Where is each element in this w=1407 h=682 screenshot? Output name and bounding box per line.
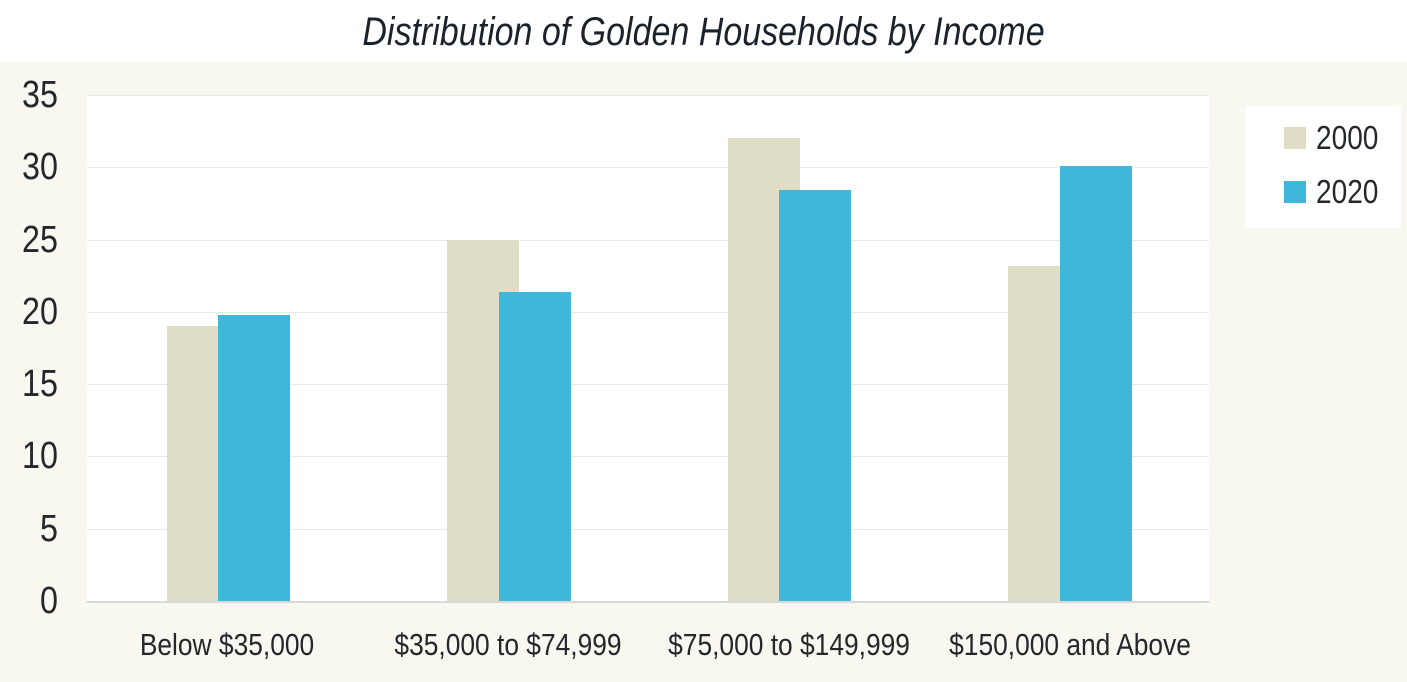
y-tick-label-35: 35 <box>22 74 58 116</box>
y-tick-label-25: 25 <box>22 218 58 261</box>
legend-label-2000: 2000 <box>1315 119 1378 156</box>
y-tick-label-0: 0 <box>40 580 58 622</box>
x-category-label-1: Below $35,000 <box>140 627 315 662</box>
legend-item-2000: 2000 <box>1283 119 1389 156</box>
y-tick-label-30: 30 <box>22 146 58 189</box>
gridline-10 <box>87 456 1209 457</box>
legend-item-2020: 2020 <box>1283 173 1389 210</box>
bar-2020-category-1 <box>218 314 291 601</box>
y-tick-label-10: 10 <box>22 435 58 478</box>
y-tick-label-20: 20 <box>22 290 58 333</box>
legend-label-2020: 2020 <box>1315 173 1378 210</box>
legend: 2000 2020 <box>1245 106 1401 228</box>
gridline-15 <box>87 384 1209 385</box>
gridline-30 <box>87 167 1209 168</box>
bar-2020-category-4 <box>1059 165 1132 601</box>
gridline-25 <box>87 240 1209 241</box>
bar-2020-category-3 <box>779 190 852 601</box>
plot-area <box>87 95 1209 603</box>
x-category-label-3: $75,000 to $149,999 <box>668 627 911 662</box>
bar-2020-category-2 <box>498 291 571 601</box>
gridline-35 <box>87 95 1209 96</box>
x-category-label-2: $35,000 to $74,999 <box>394 627 622 662</box>
x-category-label-4: $150,000 and Above <box>948 627 1191 662</box>
x-baseline <box>87 601 1209 603</box>
legend-swatch-2020 <box>1283 181 1306 203</box>
legend-swatch-2000 <box>1283 127 1306 149</box>
gridline-5 <box>87 529 1209 530</box>
chart-title: Distribution of Golden Households by Inc… <box>362 10 1045 54</box>
chart-panel: 0 5 10 15 20 25 30 35 Below $35,000 $35,000 to $… <box>0 62 1407 682</box>
y-tick-label-5: 5 <box>40 507 58 550</box>
gridline-20 <box>87 312 1209 313</box>
y-tick-label-15: 15 <box>22 363 58 406</box>
